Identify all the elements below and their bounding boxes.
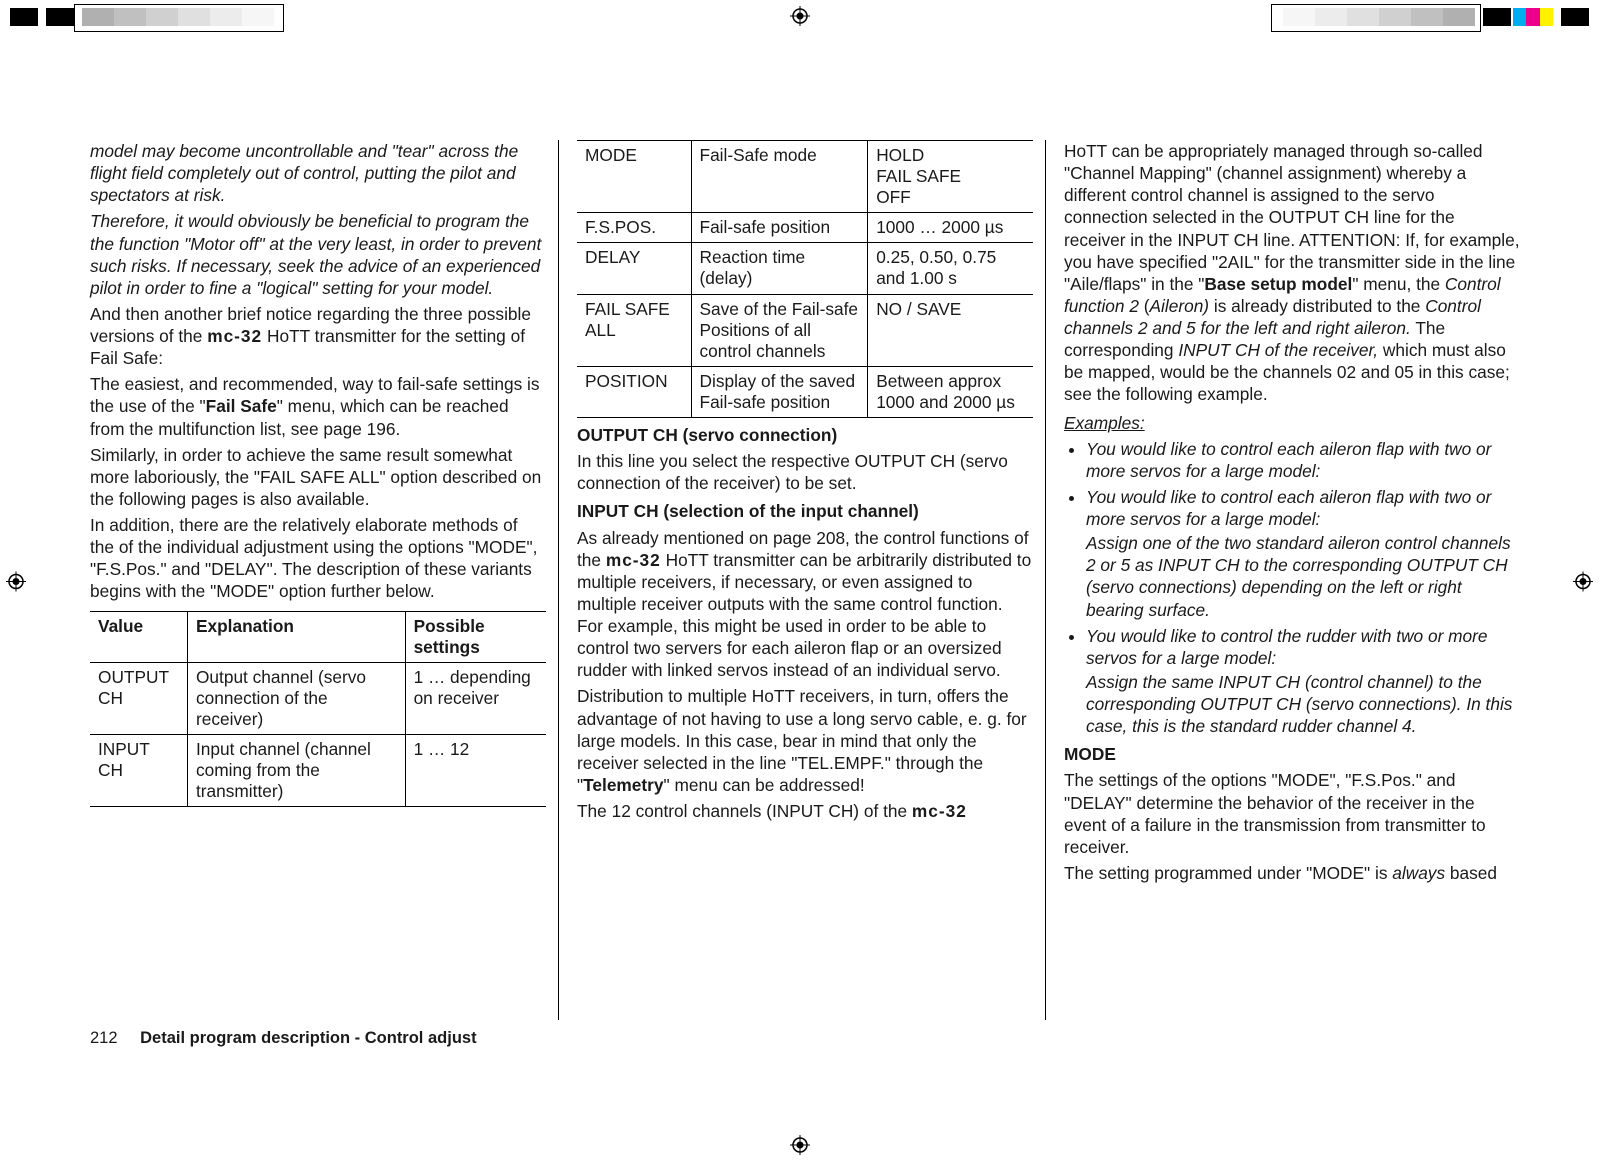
- li-text: You would like to control each aileron f…: [1086, 439, 1491, 481]
- mc-label: mc-32: [207, 326, 262, 346]
- col2-h2: INPUT CH (selection of the input channel…: [577, 500, 1033, 522]
- col3-bullets: You would like to control each aileron f…: [1064, 438, 1520, 738]
- table-row: INPUT CH Input channel (channel coming f…: [90, 734, 546, 806]
- cell: Save of the Fail-safe Positions of all c…: [691, 294, 868, 366]
- col3-p2: The settings of the options "MODE", "F.S…: [1064, 769, 1520, 858]
- mc-label: mc-32: [606, 550, 661, 570]
- table-row: OUTPUT CH Output channel (servo connecti…: [90, 662, 546, 734]
- cell: INPUT CH: [90, 734, 187, 806]
- cell: F.S.POS.: [577, 213, 691, 243]
- t: HoTT can be appropriately managed throug…: [1064, 141, 1520, 294]
- crosshair-left-icon: [6, 572, 26, 597]
- col1-table: Value Explanation Possible settings OUTP…: [90, 611, 546, 808]
- t: always: [1392, 863, 1445, 883]
- t: (: [1139, 296, 1150, 316]
- page-number: 212: [90, 1029, 118, 1047]
- col2-p4: The 12 control channels (INPUT CH) of th…: [577, 800, 1033, 822]
- cell: 1 … depending on receiver: [405, 662, 546, 734]
- li-text: You would like to control each aileron f…: [1086, 487, 1491, 529]
- table-row: DELAY Reaction time (delay) 0.25, 0.50, …: [577, 243, 1033, 294]
- footer-title: Detail program description - Control adj…: [140, 1029, 476, 1047]
- col1-p5: Similarly, in order to achieve the same …: [90, 444, 546, 510]
- table-row: Value Explanation Possible settings: [90, 611, 546, 662]
- th-expl: Explanation: [187, 611, 405, 662]
- list-item: You would like to control the rudder wit…: [1086, 625, 1520, 738]
- cell: NO / SAVE: [868, 294, 1033, 366]
- col2-p4a: The 12 control channels (INPUT CH) of th…: [577, 801, 912, 821]
- t: " menu, the: [1352, 274, 1445, 294]
- page-footer: 212 Detail program description - Control…: [90, 1029, 477, 1048]
- cell: Display of the saved Fail-safe position: [691, 366, 868, 417]
- table-row: MODE Fail-Safe mode HOLD FAIL SAFE OFF: [577, 141, 1033, 213]
- crosshair-top-icon: [790, 6, 810, 31]
- col2-p2: As already mentioned on page 208, the co…: [577, 527, 1033, 682]
- col2-table: MODE Fail-Safe mode HOLD FAIL SAFE OFF F…: [577, 140, 1033, 418]
- cell: OUTPUT CH: [90, 662, 187, 734]
- cell: POSITION: [577, 366, 691, 417]
- cell: Fail-safe position: [691, 213, 868, 243]
- col1-p3: And then another brief notice regarding …: [90, 303, 546, 369]
- mc-label: mc-32: [912, 801, 967, 821]
- cell: 0.25, 0.50, 0.75 and 1.00 s: [868, 243, 1033, 294]
- table-row: POSITION Display of the saved Fail-safe …: [577, 366, 1033, 417]
- col2-p3b: Telemetry: [583, 775, 663, 795]
- cell: DELAY: [577, 243, 691, 294]
- col2-p3: Distribution to multiple HoTT receivers,…: [577, 685, 1033, 796]
- col2-p3c: " menu can be addressed!: [664, 775, 865, 795]
- cell: 1 … 12: [405, 734, 546, 806]
- col3-p3: The setting programmed under "MODE" is a…: [1064, 862, 1520, 884]
- table-row: F.S.POS. Fail-safe position 1000 … 2000 …: [577, 213, 1033, 243]
- cell: Input channel (channel coming from the t…: [187, 734, 405, 806]
- col1-p4: The easiest, and recommended, way to fai…: [90, 373, 546, 439]
- li-sub: Assign the same INPUT CH (control channe…: [1086, 671, 1520, 737]
- cell: FAIL SAFE ALL: [577, 294, 691, 366]
- cell: 1000 … 2000 µs: [868, 213, 1033, 243]
- t: based: [1445, 863, 1497, 883]
- list-item: You would like to control each aileron f…: [1086, 438, 1520, 482]
- li-sub: Assign one of the two standard aileron c…: [1086, 532, 1520, 621]
- t: Base setup model: [1204, 274, 1352, 294]
- col1-p2: Therefore, it would obviously be benefic…: [90, 210, 546, 299]
- cell: HOLD FAIL SAFE OFF: [868, 141, 1033, 213]
- col2-p1: In this line you select the respective O…: [577, 450, 1033, 494]
- column-1: model may become uncontrollable and "tea…: [90, 140, 559, 1020]
- cell: Reaction time (delay): [691, 243, 868, 294]
- list-item: You would like to control each aileron f…: [1086, 486, 1520, 621]
- cell: Fail-Safe mode: [691, 141, 868, 213]
- col3-p1: HoTT can be appropriately managed throug…: [1064, 140, 1520, 406]
- crosshair-bottom-icon: [790, 1135, 810, 1160]
- col3-examples-label: Examples:: [1064, 412, 1520, 434]
- th-poss: Possible settings: [405, 611, 546, 662]
- th-value: Value: [90, 611, 187, 662]
- li-text: You would like to control the rudder wit…: [1086, 626, 1488, 668]
- column-2: MODE Fail-Safe mode HOLD FAIL SAFE OFF F…: [577, 140, 1046, 1020]
- t: Aileron): [1150, 296, 1210, 316]
- t: INPUT CH of the receiver,: [1178, 340, 1378, 360]
- column-3: HoTT can be appropriately managed throug…: [1064, 140, 1520, 1020]
- col2-h1: OUTPUT CH (servo connection): [577, 424, 1033, 446]
- col1-p6: In addition, there are the relatively el…: [90, 514, 546, 603]
- crosshair-right-icon: [1573, 572, 1593, 597]
- cell: Between approx 1000 and 2000 µs: [868, 366, 1033, 417]
- table-row: FAIL SAFE ALL Save of the Fail-safe Posi…: [577, 294, 1033, 366]
- cell: MODE: [577, 141, 691, 213]
- t: is already distributed to the: [1209, 296, 1425, 316]
- cell: Output channel (servo connection of the …: [187, 662, 405, 734]
- col3-h1: MODE: [1064, 743, 1520, 765]
- page-body: model may become uncontrollable and "tea…: [90, 140, 1520, 1020]
- col1-p1: model may become uncontrollable and "tea…: [90, 140, 546, 206]
- t: The setting programmed under "MODE" is: [1064, 863, 1392, 883]
- col1-p4b: Fail Safe: [206, 396, 277, 416]
